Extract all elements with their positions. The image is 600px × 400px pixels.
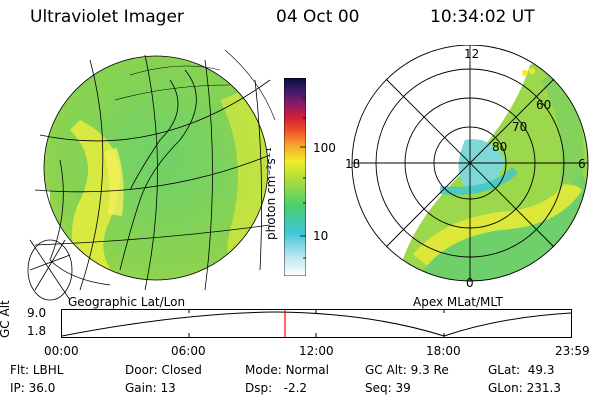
lat-60-label: 60 <box>536 98 552 112</box>
filter-field: Flt: LBHL <box>10 363 64 377</box>
mode-field: Mode: Normal <box>245 363 329 377</box>
mlt-0-label: 0 <box>466 276 474 290</box>
timeline-tick-3: 18:00 <box>426 344 461 358</box>
polar-image <box>351 45 589 282</box>
time-label: 10:34:02 UT <box>430 7 535 27</box>
colorbar-tick-10: 10 <box>313 229 329 243</box>
seq-field: Seq: 39 <box>365 381 411 395</box>
mlt-18-label: 18 <box>345 157 361 171</box>
mlt-6-label: 6 <box>578 157 586 171</box>
lat-80-label: 80 <box>492 140 508 154</box>
apex-panel-label: Apex MLat/MLT <box>413 295 503 309</box>
timeline-tick-2: 12:00 <box>299 344 334 358</box>
gc-alt-field: GC Alt: 9.3 Re <box>365 363 449 377</box>
colorbar-tick-100: 100 <box>313 141 336 155</box>
timeline-tick-4: 23:59 <box>555 344 590 358</box>
altitude-timeline <box>61 309 572 338</box>
instrument-title: Ultraviolet Imager <box>30 7 184 27</box>
ip-field: IP: 36.0 <box>10 381 56 395</box>
geographic-panel-label: Geographic Lat/Lon <box>68 295 186 309</box>
lat-70-label: 70 <box>512 120 528 134</box>
glat-field: GLat: 49.3 <box>488 363 555 377</box>
timeline-tick-0: 00:00 <box>44 344 79 358</box>
date-label: 04 Oct 00 <box>276 7 360 27</box>
door-field: Door: Closed <box>125 363 202 377</box>
colorbar <box>284 78 306 276</box>
geographic-image <box>20 49 276 302</box>
timeline-tick-1: 06:00 <box>171 344 206 358</box>
timeline-y-bottom: 1.8 <box>27 324 47 338</box>
timeline-ylabel: GC Alt <box>0 300 12 338</box>
glon-field: GLon: 231.3 <box>488 381 561 395</box>
mlt-12-label: 12 <box>464 47 480 61</box>
gain-field: Gain: 13 <box>125 381 176 395</box>
colorbar-unit-label: photon cm⁻²s⁻¹ <box>264 147 278 240</box>
timeline-y-top: 9.0 <box>27 306 47 320</box>
dsp-field: Dsp: -2.2 <box>245 381 308 395</box>
